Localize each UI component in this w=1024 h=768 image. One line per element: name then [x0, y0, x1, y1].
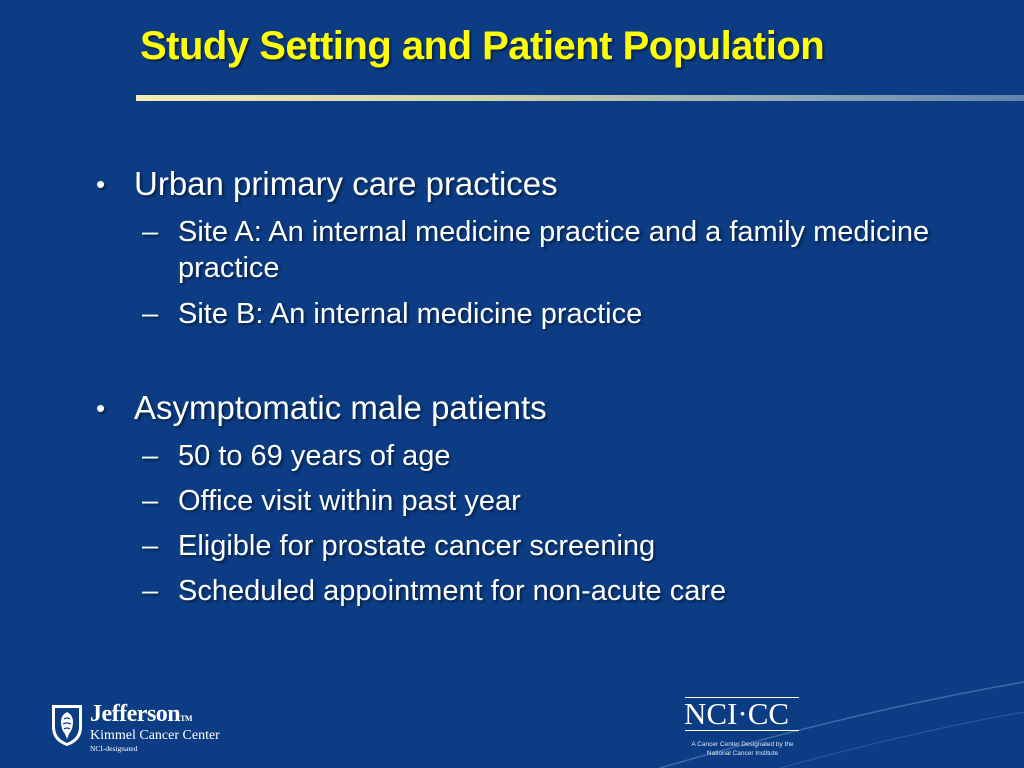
sub-bullet-item: – Eligible for prostate cancer screening [142, 528, 942, 564]
jefferson-subtitle: Kimmel Cancer Center [90, 728, 220, 743]
decorative-swoosh [659, 681, 1024, 768]
sub-bullet-text: Scheduled appointment for non-acute care [178, 575, 727, 607]
sub-bullet-text: Site A: An internal medicine practice an… [178, 216, 930, 284]
sub-bullet-text: Office visit within past year [178, 485, 521, 517]
sub-bullet-text: Eligible for prostate cancer screening [178, 530, 656, 562]
nci-top-rule [685, 697, 799, 698]
sub-bullet-text: Site B: An internal medicine practice [178, 298, 643, 330]
jefferson-shield-icon [52, 705, 82, 746]
jefferson-name-text: Jefferson [90, 701, 181, 727]
sub-bullet-item: – 50 to 69 years of age [142, 438, 942, 474]
nci-bottom-rule [685, 730, 799, 731]
jefferson-logo: JeffersonTM Kimmel Cancer Center NCI-des… [50, 701, 240, 753]
sub-bullet-marker: – [142, 216, 159, 248]
sub-bullet-marker: – [142, 485, 159, 517]
nci-caption-line1: A Cancer Center Designated by the [691, 741, 794, 748]
sub-bullet-marker: – [142, 298, 159, 330]
trademark-mark: TM [180, 714, 193, 723]
sub-bullet-marker: – [142, 575, 159, 607]
bullet-marker: • [96, 169, 106, 199]
nci-cc-logo: NCI·CC A Cancer Center Designated by the… [680, 697, 805, 763]
bullet-item: • Asymptomatic male patients [96, 389, 547, 427]
nci-cc-mark: NCI·CC [684, 696, 790, 731]
jefferson-name: JeffersonTM [90, 701, 193, 728]
sub-bullet-item: – Office visit within past year [142, 483, 942, 519]
title-underline [136, 95, 1024, 101]
sub-bullet-marker: – [142, 440, 159, 472]
jefferson-designation: NCI-designated [90, 744, 138, 753]
sub-bullet-item: – Site B: An internal medicine practice [142, 296, 942, 332]
sub-bullet-item: – Site A: An internal medicine practice … [142, 214, 942, 286]
bullet-marker: • [96, 393, 106, 423]
bullet-text: Asymptomatic male patients [134, 389, 547, 426]
bullet-item: • Urban primary care practices [96, 165, 558, 203]
sub-bullet-text: 50 to 69 years of age [178, 440, 451, 472]
nci-caption-line2: National Cancer Institute [706, 750, 779, 757]
sub-bullet-marker: – [142, 530, 159, 562]
slide-title: Study Setting and Patient Population [140, 24, 825, 68]
sub-bullet-item: – Scheduled appointment for non-acute ca… [142, 573, 942, 609]
bullet-text: Urban primary care practices [134, 165, 558, 202]
